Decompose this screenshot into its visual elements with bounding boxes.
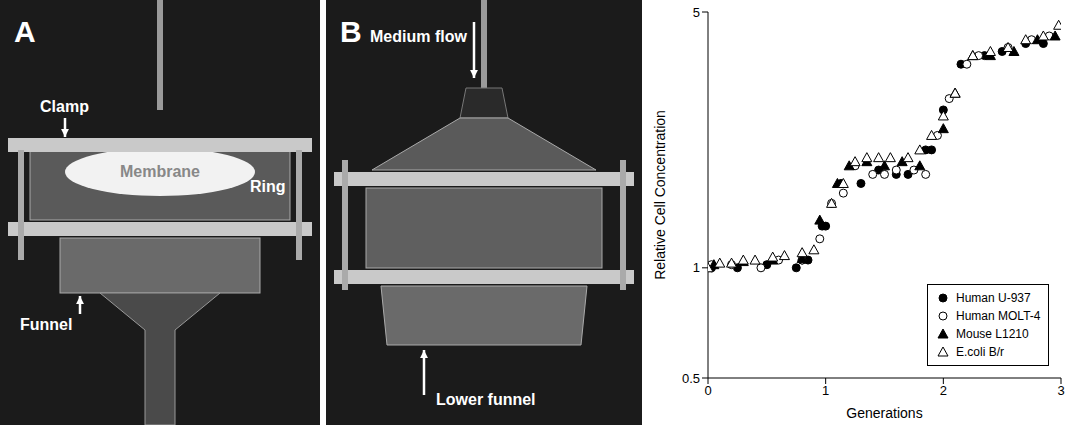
svg-text:Clamp: Clamp — [40, 98, 89, 115]
svg-text:1: 1 — [693, 260, 700, 275]
svg-text:0: 0 — [704, 383, 711, 398]
svg-text:Relative Cell Concentration: Relative Cell Concentration — [652, 110, 668, 280]
svg-text:B: B — [340, 15, 362, 48]
html-text:Human MOLT-4: Human MOLT-4 — [956, 309, 1041, 323]
svg-text:2: 2 — [940, 383, 947, 398]
svg-text:Ring: Ring — [250, 178, 286, 195]
svg-text:5: 5 — [693, 5, 700, 20]
svg-text:3: 3 — [1057, 383, 1064, 398]
svg-text:A: A — [14, 15, 36, 48]
html-text:Human U-937: Human U-937 — [956, 291, 1031, 305]
svg-text:0.5: 0.5 — [682, 371, 700, 386]
svg-text:Lower funnel: Lower funnel — [436, 391, 536, 408]
svg-text:Medium flow: Medium flow — [370, 28, 467, 45]
svg-text:Generations: Generations — [846, 405, 922, 421]
html-text:Mouse L1210: Mouse L1210 — [956, 327, 1029, 341]
svg-text:Membrane: Membrane — [120, 163, 200, 180]
svg-text:Funnel: Funnel — [20, 316, 72, 333]
html-text:E.coli B/r: E.coli B/r — [956, 345, 1004, 359]
svg-text:1: 1 — [822, 383, 829, 398]
